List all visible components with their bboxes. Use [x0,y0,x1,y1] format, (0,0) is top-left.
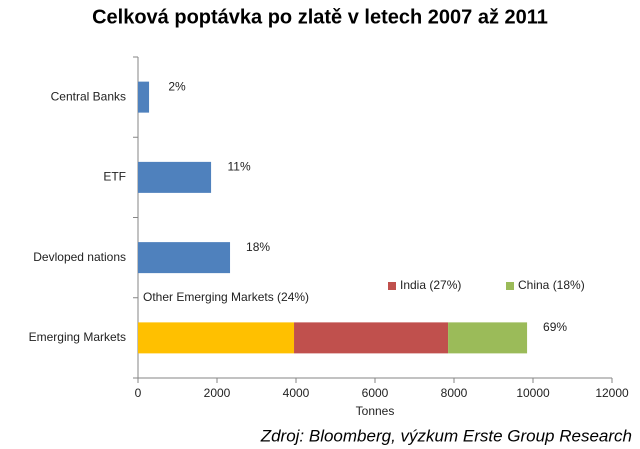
y-tick-label: ETF [103,170,126,184]
share-label: 11% [228,160,251,174]
x-tick-label: 2000 [204,386,231,400]
legend-label: India (27%) [400,278,461,292]
y-tick-label: Devloped nations [33,250,126,264]
bar-segment [448,322,528,354]
y-tick-label: Central Banks [51,89,126,103]
x-tick-label: 4000 [283,386,310,400]
bar-segment [138,242,231,274]
x-tick-label: 8000 [441,386,468,400]
legend-swatch [388,282,396,290]
x-tick-label: 0 [135,386,142,400]
x-tick-label: 6000 [362,386,389,400]
legend-swatch [506,282,514,290]
source: Zdroj: Bloomberg, výzkum Erste Group Res… [260,426,632,445]
bar-segment [138,161,212,193]
share-label: 18% [246,240,270,254]
bar-segment [294,322,449,354]
share-label: 2% [168,79,186,93]
bar-segment [138,81,150,113]
legend-label: China (18%) [518,278,585,292]
x-tick-label: 10000 [516,386,550,400]
y-tick-label: Emerging Markets [29,330,126,344]
share-label: 69% [543,320,567,334]
bar-segment [138,322,295,354]
x-axis-label: Tonnes [356,404,395,418]
chart-title: Celková poptávka po zlatě v letech 2007 … [92,6,548,28]
x-tick-label: 12000 [595,386,629,400]
legend-label: Other Emerging Markets (24%) [143,290,309,304]
